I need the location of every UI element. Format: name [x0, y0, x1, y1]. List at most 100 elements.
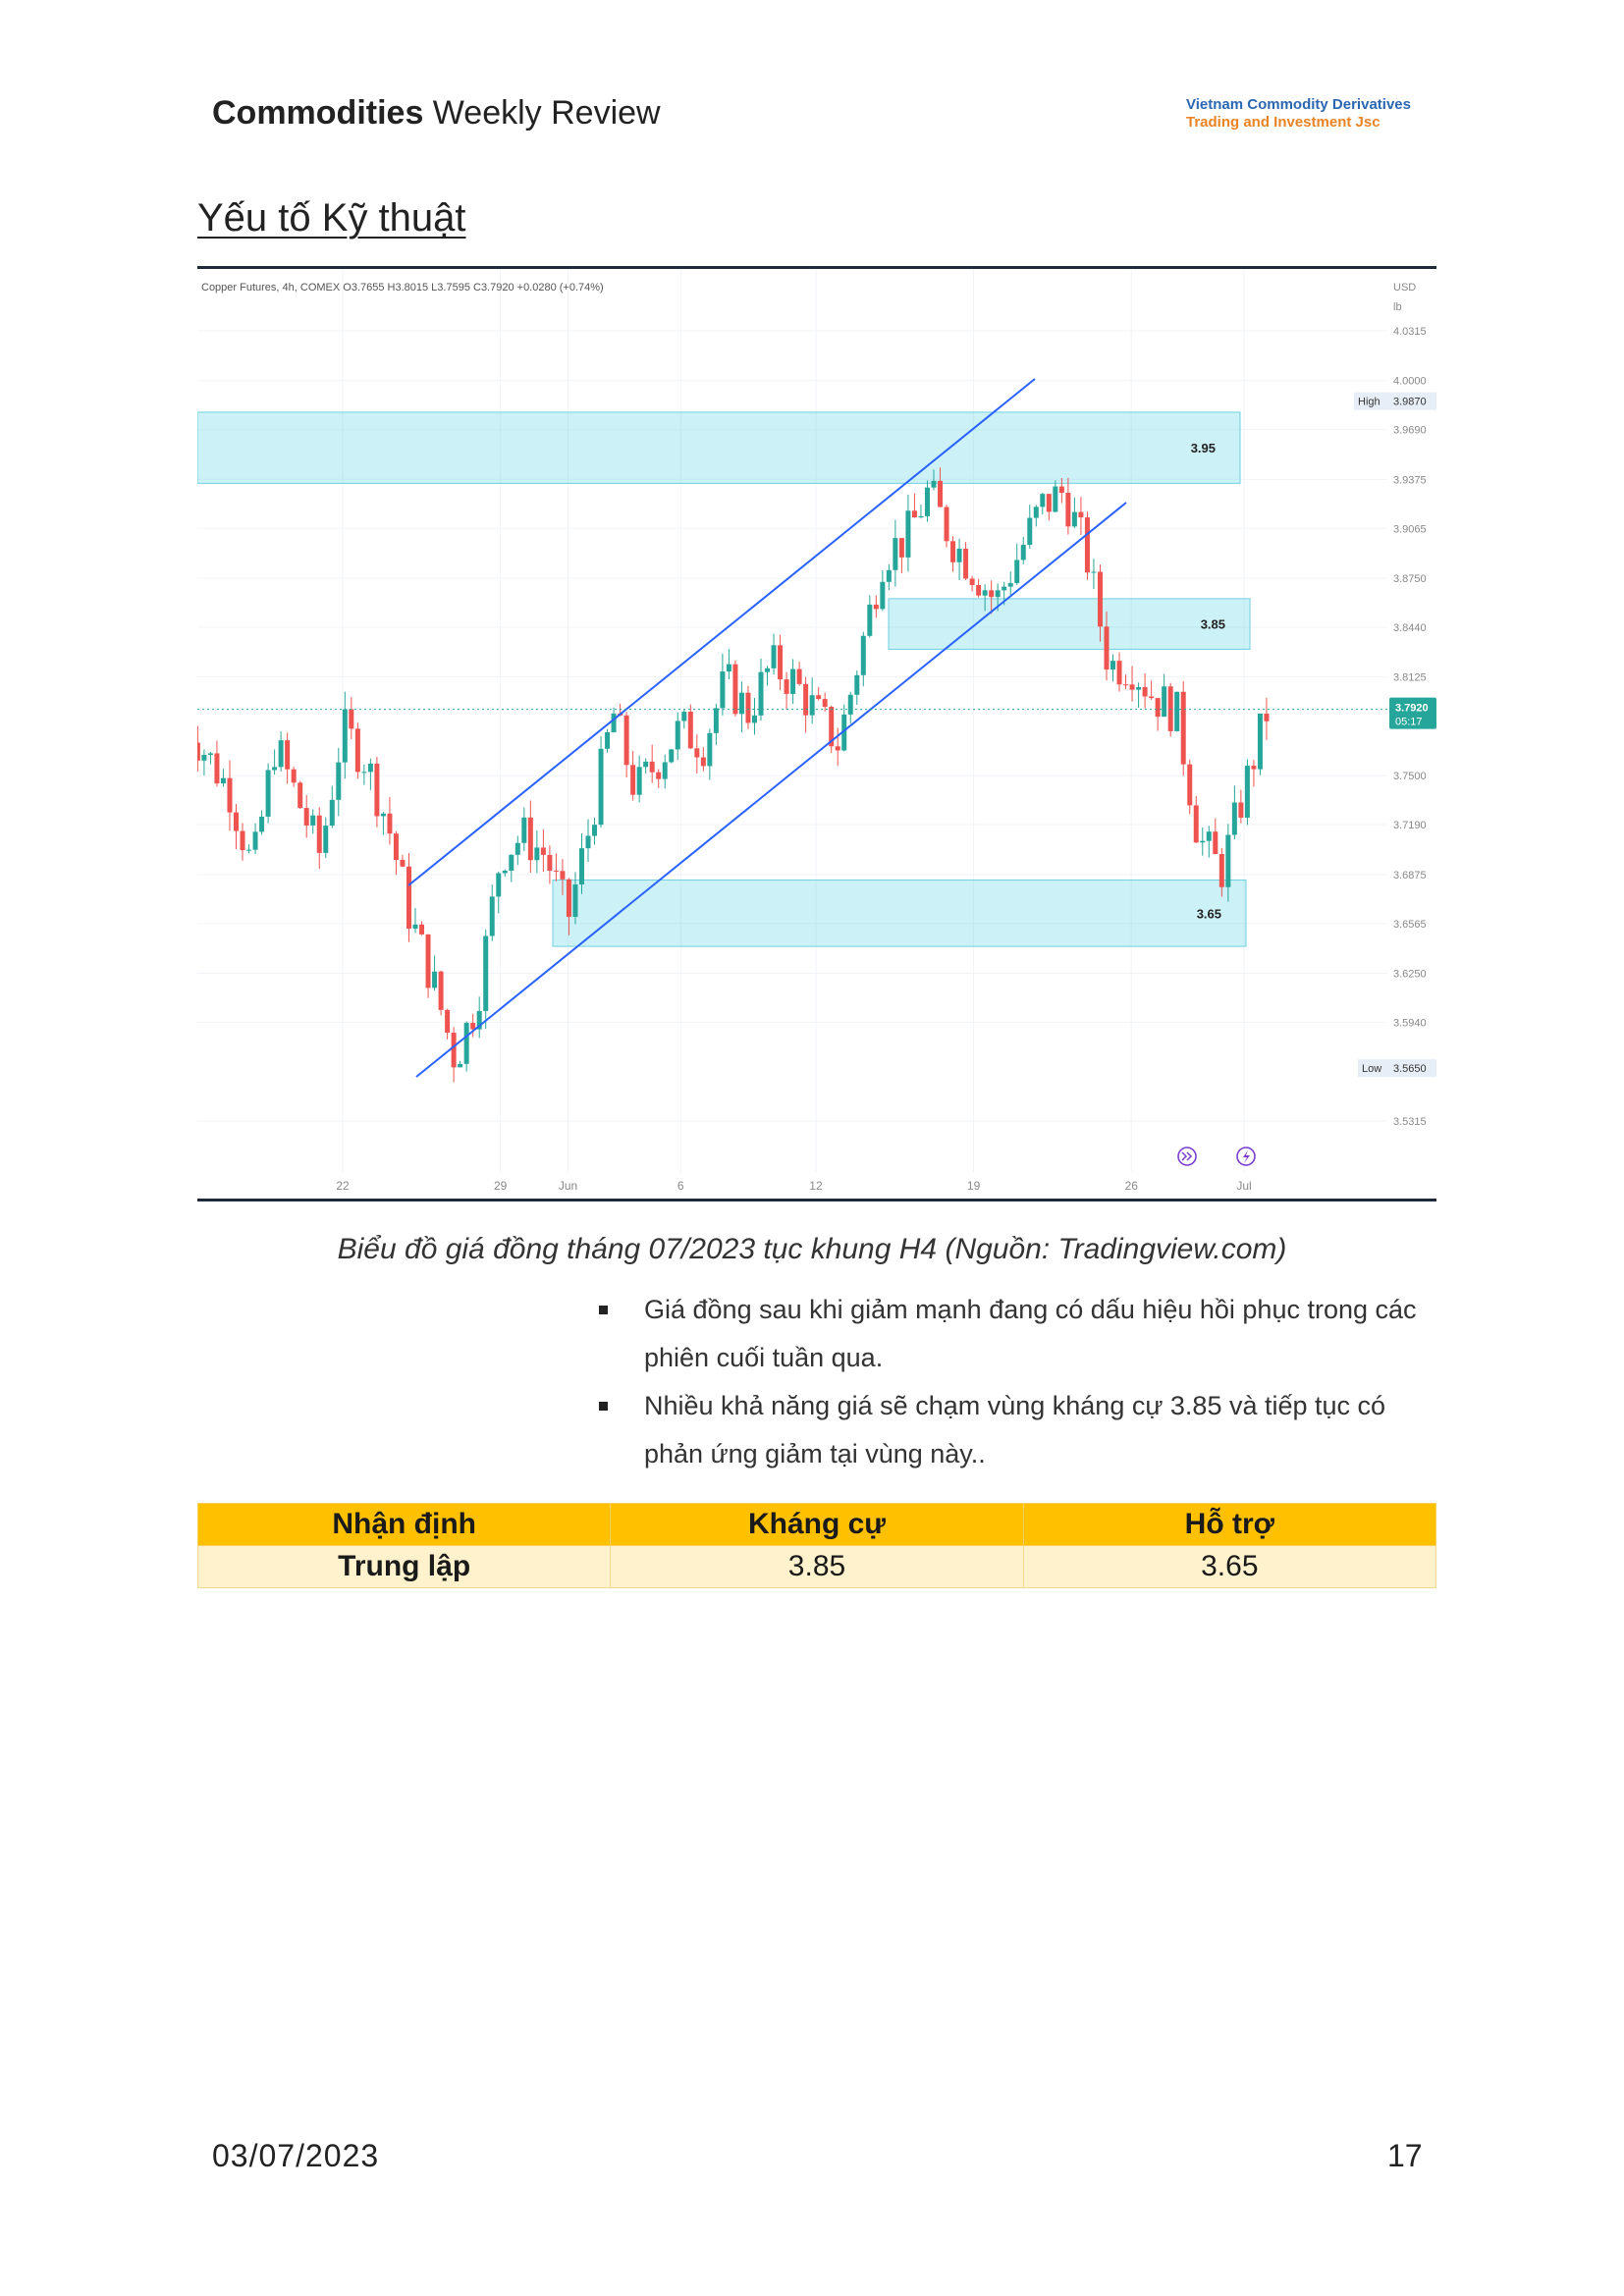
last-price-tag	[1389, 697, 1436, 729]
fast-forward-icon-circle	[1177, 1147, 1197, 1166]
candle-body	[854, 674, 860, 695]
fast-forward-icon-arrows	[1181, 1151, 1193, 1161]
candle-body	[765, 667, 771, 672]
candle-body	[1071, 511, 1077, 527]
candle-body	[387, 813, 393, 834]
candle-body	[771, 645, 777, 668]
candle-body	[1027, 517, 1033, 545]
lightning-icon-bolt	[1243, 1150, 1250, 1163]
candle-body	[976, 585, 982, 596]
candle-body	[265, 770, 271, 817]
chart-svg: 3.95 3.85 3.65 Copper Futures, 4h, COMEX O3…	[197, 269, 1436, 1193]
candle-body	[425, 934, 431, 988]
candle-body	[1244, 766, 1250, 818]
y-tick-label: 3.6250	[1393, 968, 1427, 980]
candle-body	[220, 777, 226, 784]
candle-body	[298, 782, 303, 809]
candle-body	[246, 849, 252, 851]
candle-body	[233, 812, 239, 831]
candle-body	[918, 515, 924, 518]
candle-body	[534, 847, 540, 861]
y-tick-label: 3.9065	[1393, 523, 1427, 535]
channel-line-lower	[415, 502, 1127, 1078]
candle-body	[700, 757, 706, 767]
high-tag-value: 3.9870	[1393, 397, 1427, 408]
x-tick-label: 19	[967, 1179, 981, 1193]
candle-body	[1193, 805, 1199, 843]
candle-body	[291, 769, 297, 783]
candle-body	[944, 507, 949, 542]
candle-body	[303, 808, 309, 826]
candle-body	[931, 480, 937, 488]
zone-rect	[552, 879, 1247, 947]
candle-body	[406, 866, 411, 930]
candle-body	[1091, 571, 1097, 573]
candle-body	[489, 896, 495, 936]
summary-table: Nhận định Kháng cự Hỗ trợ Trung lập 3.85…	[196, 1503, 1437, 1588]
candle-body	[496, 873, 502, 897]
section-title: Yếu tố Kỹ thuật	[197, 196, 466, 240]
candle-body	[809, 695, 815, 716]
candle-body	[924, 487, 930, 516]
candle-body	[956, 548, 962, 562]
candle-body	[784, 679, 789, 694]
candle-body	[1020, 544, 1026, 561]
x-tick-label: 26	[1125, 1179, 1139, 1193]
candle-body	[463, 1023, 469, 1064]
bullet-item-1: Giá đồng sau khi giảm mạnh đang có dấu h…	[589, 1286, 1437, 1382]
candle-body	[278, 740, 284, 768]
candle-body	[310, 815, 316, 826]
candle-body	[214, 753, 220, 784]
candle-body	[342, 709, 348, 763]
candle-body	[458, 1063, 463, 1068]
header-resistance: Kháng cự	[610, 1503, 1024, 1546]
candle-body	[1058, 486, 1064, 493]
candle-body	[898, 538, 904, 558]
candle-body	[1065, 492, 1071, 527]
candle-body	[950, 541, 956, 562]
candle-body	[662, 762, 668, 779]
candle-body	[349, 709, 354, 729]
candle-body	[751, 715, 757, 723]
zone-label: 3.85	[1201, 617, 1225, 632]
candle-body	[1123, 684, 1129, 686]
y-tick-label: 3.8440	[1393, 622, 1427, 634]
candle-body	[911, 510, 917, 518]
candle-body	[822, 699, 828, 708]
y-tick-label: 3.8750	[1393, 573, 1427, 585]
candle-body	[1155, 698, 1161, 718]
candle-body	[393, 833, 399, 861]
low-tag-value: 3.5650	[1393, 1063, 1427, 1075]
company-line-1: Vietnam Commodity Derivatives	[1186, 96, 1411, 113]
candle-body	[1116, 661, 1122, 685]
candle-body	[738, 692, 744, 715]
x-tick-label: 6	[677, 1179, 684, 1193]
candle-body	[841, 714, 847, 751]
report-title: Commodities Weekly Review	[212, 94, 661, 133]
candle-body	[585, 835, 591, 849]
low-tag-bg	[1358, 1059, 1436, 1078]
y-tick-label: 3.7500	[1393, 771, 1427, 782]
cell-resistance: 3.85	[610, 1545, 1024, 1588]
candle-body	[893, 538, 898, 570]
zone-rect	[197, 411, 1241, 484]
footer-date: 03/07/2023	[212, 2138, 380, 2173]
candle-body	[611, 713, 617, 732]
candle-body	[252, 831, 258, 850]
y-tick-label: 3.9690	[1393, 425, 1427, 437]
candle-body	[412, 924, 418, 930]
zone-label: 3.95	[1191, 441, 1216, 455]
candle-body	[605, 731, 611, 749]
candle-body	[578, 848, 584, 885]
candle-body	[470, 1023, 476, 1030]
candle-body	[598, 748, 604, 826]
candle-body	[1251, 766, 1257, 770]
candle-body	[687, 712, 693, 749]
candle-body	[1136, 686, 1142, 690]
candle-body	[1231, 802, 1237, 835]
candle-body	[963, 548, 969, 579]
bullet-square-icon	[599, 1402, 608, 1411]
candle-body	[527, 817, 533, 861]
candle-body	[272, 767, 278, 771]
y-tick-label: 3.9375	[1393, 474, 1427, 486]
